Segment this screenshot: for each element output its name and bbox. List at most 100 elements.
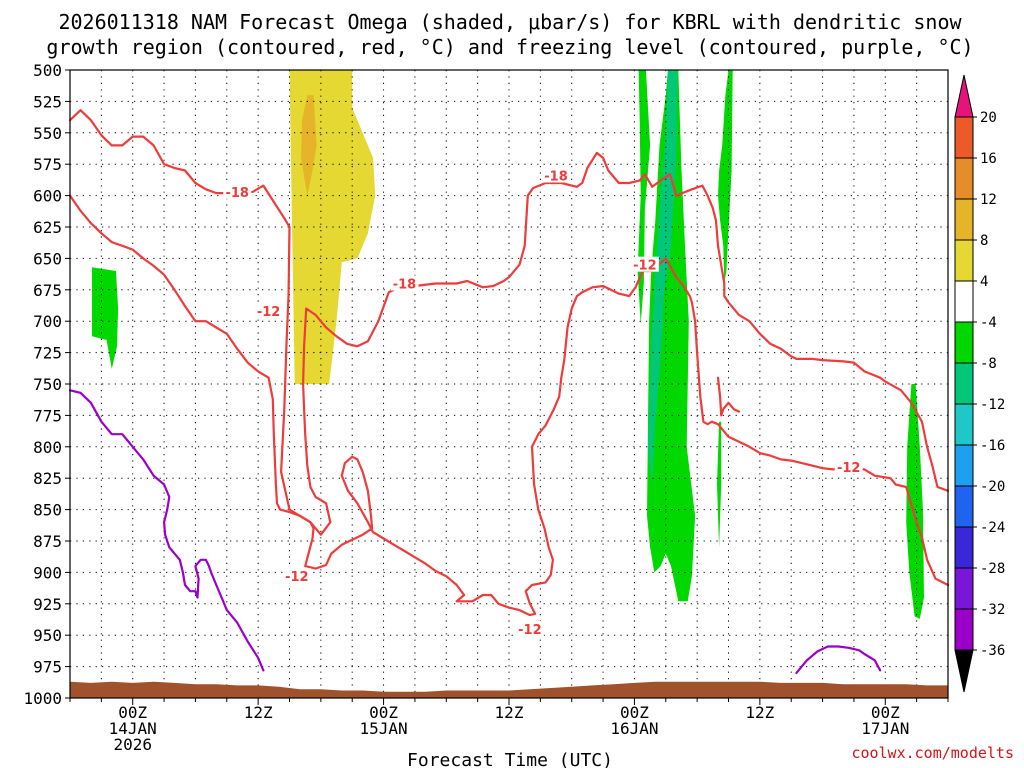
contour-label-3: -18 (544, 170, 568, 185)
omega-region-2 (92, 267, 119, 369)
x-tick-label-5-0: 12Z (745, 703, 774, 722)
colorbar-box-4 (954, 280, 974, 323)
y-tick-label-600: 600 (33, 187, 62, 206)
contour-label-layer: -18 -12 -18 -18 -12 -12 -12 -12 (223, 167, 863, 638)
colorbar-label-9: -20 (980, 479, 1005, 495)
colorbar-label-11: -28 (980, 561, 1005, 577)
y-axis: 500 525 550 575 600 625 650 675 700 725 750 775 800 8… (23, 61, 70, 708)
ground-layer (70, 681, 948, 698)
colorbar-under-triangle (954, 649, 974, 693)
y-tick-label-575: 575 (33, 155, 62, 174)
x-axis-label: Forecast Time (UTC) (407, 750, 613, 768)
colorbar-label-12: -32 (980, 602, 1005, 618)
x-tick-label-2-1: 15JAN (359, 719, 407, 738)
colorbar-over-triangle (954, 74, 974, 118)
y-tick-label-675: 675 (33, 281, 62, 300)
x-tick-label-3-0: 12Z (495, 703, 524, 722)
y-tick-label-1000: 1000 (23, 689, 62, 708)
omega-region-6 (718, 70, 733, 284)
colorbar-label-10: -24 (980, 520, 1005, 536)
plot-area: -18 -12 -18 -18 -12 -12 -12 -12 (68, 69, 950, 699)
omega-region-8 (906, 384, 924, 619)
colorbar-label-13: -36 (980, 643, 1005, 659)
y-tick-label-550: 550 (33, 124, 62, 143)
colorbar-box-1 (954, 157, 974, 200)
contour-line-4 (795, 645, 882, 675)
contour-label-bg-0 (223, 183, 252, 199)
colorbar-box-9 (954, 485, 974, 528)
x-tick-label-2-0: 00Z (369, 703, 398, 722)
contour-label-1: -12 (257, 305, 281, 320)
colorbar-box-0 (954, 116, 974, 159)
chart-title-line1: 2026011318 NAM Forecast Omega (shaded, μ… (58, 10, 962, 34)
y-tick-label-625: 625 (33, 218, 62, 237)
contour-label-bg-3 (542, 167, 571, 183)
contour-label-4: -12 (633, 259, 657, 274)
contour-label-bg-7 (834, 458, 863, 474)
colorbar-label-1: 16 (980, 151, 997, 167)
omega-region-1 (301, 95, 317, 196)
contour-line-1 (68, 194, 950, 617)
x-tick-label-1-0: 12Z (244, 703, 273, 722)
y-tick-label-950: 950 (33, 626, 62, 645)
colorbar-label-8: -16 (980, 438, 1005, 454)
y-tick-label-650: 650 (33, 249, 62, 268)
y-tick-label-725: 725 (33, 344, 62, 363)
contour-line-0 (68, 109, 950, 536)
x-tick-label-6-0: 00Z (871, 703, 900, 722)
contour-label-5: -12 (285, 570, 309, 585)
colorbar-box-2 (954, 198, 974, 241)
chart-title-line2: growth region (contoured, red, °C) and f… (46, 35, 973, 59)
colorbar-box-11 (954, 567, 974, 610)
omega-region-4 (647, 70, 696, 602)
colorbar-box-12 (954, 608, 974, 651)
contour-label-bg-2 (390, 275, 419, 291)
contour-label-bg-4 (630, 256, 659, 272)
colorbar-box-6 (954, 362, 974, 405)
x-tick-label-4-0: 00Z (620, 703, 649, 722)
colorbar-label-4: 4 (980, 274, 988, 290)
y-tick-label-700: 700 (33, 312, 62, 331)
colorbar-label-3: 8 (980, 233, 988, 249)
colorbar-label-7: -12 (980, 397, 1005, 413)
y-tick-label-850: 850 (33, 501, 62, 520)
contour-line-2 (716, 376, 741, 417)
y-tick-label-875: 875 (33, 532, 62, 551)
x-tick-label-6-1: 17JAN (861, 719, 909, 738)
colorbar-box-5 (954, 321, 974, 364)
omega-shading-layer (92, 70, 924, 619)
colorbar-box-10 (954, 526, 974, 569)
colorbar-box-8 (954, 444, 974, 487)
colorbar-box-7 (954, 403, 974, 446)
omega-region-0 (289, 70, 376, 384)
y-tick-label-750: 750 (33, 375, 62, 394)
contour-label-bg-6 (515, 620, 544, 636)
contour-label-7: -12 (837, 461, 861, 476)
contour-label-bg-5 (282, 568, 311, 584)
omega-region-3 (637, 70, 651, 324)
colorbar-label-6: -8 (980, 356, 997, 372)
y-tick-label-525: 525 (33, 92, 62, 111)
contour-label-bg-1 (254, 303, 283, 319)
contour-label-0: -18 (225, 186, 249, 201)
contour-layer (68, 109, 950, 675)
y-tick-label-975: 975 (33, 658, 62, 677)
ground-surface (70, 681, 948, 698)
y-tick-label-775: 775 (33, 406, 62, 425)
colorbar-label-0: 20 (980, 110, 997, 126)
x-tick-label-0-0: 00Z (118, 703, 147, 722)
y-tick-label-825: 825 (33, 469, 62, 488)
y-tick-label-900: 900 (33, 563, 62, 582)
x-tick-label-0-1: 14JAN (109, 719, 157, 738)
colorbar-box-3 (954, 239, 974, 282)
x-tick-label-4-1: 16JAN (610, 719, 658, 738)
y-tick-label-500: 500 (33, 61, 62, 80)
colorbar-label-2: 12 (980, 192, 997, 208)
y-tick-label-800: 800 (33, 438, 62, 457)
grid-layer (69, 70, 949, 698)
contour-label-2: -18 (393, 278, 417, 293)
x-tick-label-0-2: 2026 (113, 735, 152, 754)
omega-region-7 (717, 421, 722, 548)
